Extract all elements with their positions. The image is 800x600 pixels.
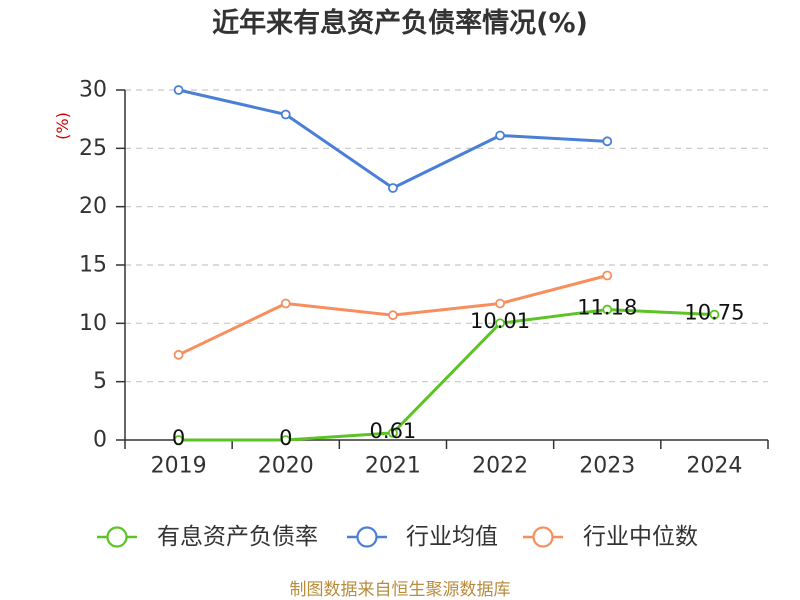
gridlines	[125, 89, 768, 383]
data-point[interactable]	[709, 309, 720, 320]
data-point[interactable]	[280, 435, 291, 445]
legend-marker-icon	[532, 526, 554, 548]
data-point[interactable]	[173, 349, 184, 360]
legend-marker-icon	[106, 526, 128, 548]
legend: 有息资产负债率 行业均值 行业中位数	[97, 524, 698, 550]
series-layer	[173, 85, 720, 445]
x-tick-label: 2021	[365, 454, 421, 479]
y-tick-label: 20	[79, 194, 107, 219]
data-point[interactable]	[388, 427, 398, 438]
data-point[interactable]	[173, 435, 184, 445]
series-0	[173, 304, 720, 445]
data-labels: 0 0 0.61 10.01 11.18 10.75	[172, 296, 745, 450]
data-point[interactable]	[495, 298, 505, 309]
data-label: 0.61	[370, 419, 417, 443]
data-label: 0	[172, 426, 185, 450]
series-line	[177, 308, 716, 442]
data-point[interactable]	[280, 298, 291, 309]
chart-title: 近年来有息资产负债率情况(%)	[212, 7, 588, 39]
legend-item-2[interactable]: 行业中位数	[523, 524, 698, 550]
data-point[interactable]	[495, 318, 505, 329]
data-point[interactable]	[173, 85, 184, 95]
legend-label: 有息资产负债率	[157, 524, 318, 550]
data-point[interactable]	[602, 270, 613, 281]
x-tick-label: 2019	[151, 454, 207, 479]
x-tick-label: 2024	[686, 454, 742, 479]
y-tick-label: 5	[93, 369, 107, 394]
legend-marker-icon	[356, 526, 378, 548]
data-label: 11.18	[577, 296, 637, 320]
data-label: 10.01	[470, 309, 530, 333]
data-point[interactable]	[602, 136, 613, 147]
data-point[interactable]	[602, 304, 613, 315]
legend-label: 行业均值	[406, 524, 498, 550]
series-1	[173, 85, 613, 193]
legend-item-0[interactable]: 有息资产负债率	[97, 524, 318, 550]
data-point[interactable]	[280, 109, 291, 120]
data-label: 10.75	[684, 301, 744, 325]
data-label: 0	[279, 426, 292, 450]
series-2	[173, 270, 613, 360]
x-tick-label: 2020	[258, 454, 314, 479]
y-tick-label: 15	[79, 253, 107, 278]
y-tick-label: 25	[79, 136, 107, 161]
data-point[interactable]	[388, 310, 398, 321]
series-line	[177, 88, 609, 190]
y-tick-label: 10	[79, 311, 107, 336]
y-axis-label: (%)	[53, 112, 72, 140]
legend-label: 行业中位数	[583, 524, 698, 550]
x-tick-label: 2022	[472, 454, 528, 479]
axes: 0 5 10 15 20 25 30 2019 2020 2021 2022 2023 2024	[79, 78, 769, 479]
source-note: 制图数据来自恒生聚源数据库	[290, 580, 511, 600]
data-point[interactable]	[388, 183, 398, 193]
data-point[interactable]	[495, 130, 505, 141]
y-tick-label: 30	[79, 78, 107, 103]
legend-item-1[interactable]: 行业均值	[347, 524, 498, 550]
x-tick-label: 2023	[579, 454, 635, 479]
y-tick-label: 0	[93, 428, 107, 453]
